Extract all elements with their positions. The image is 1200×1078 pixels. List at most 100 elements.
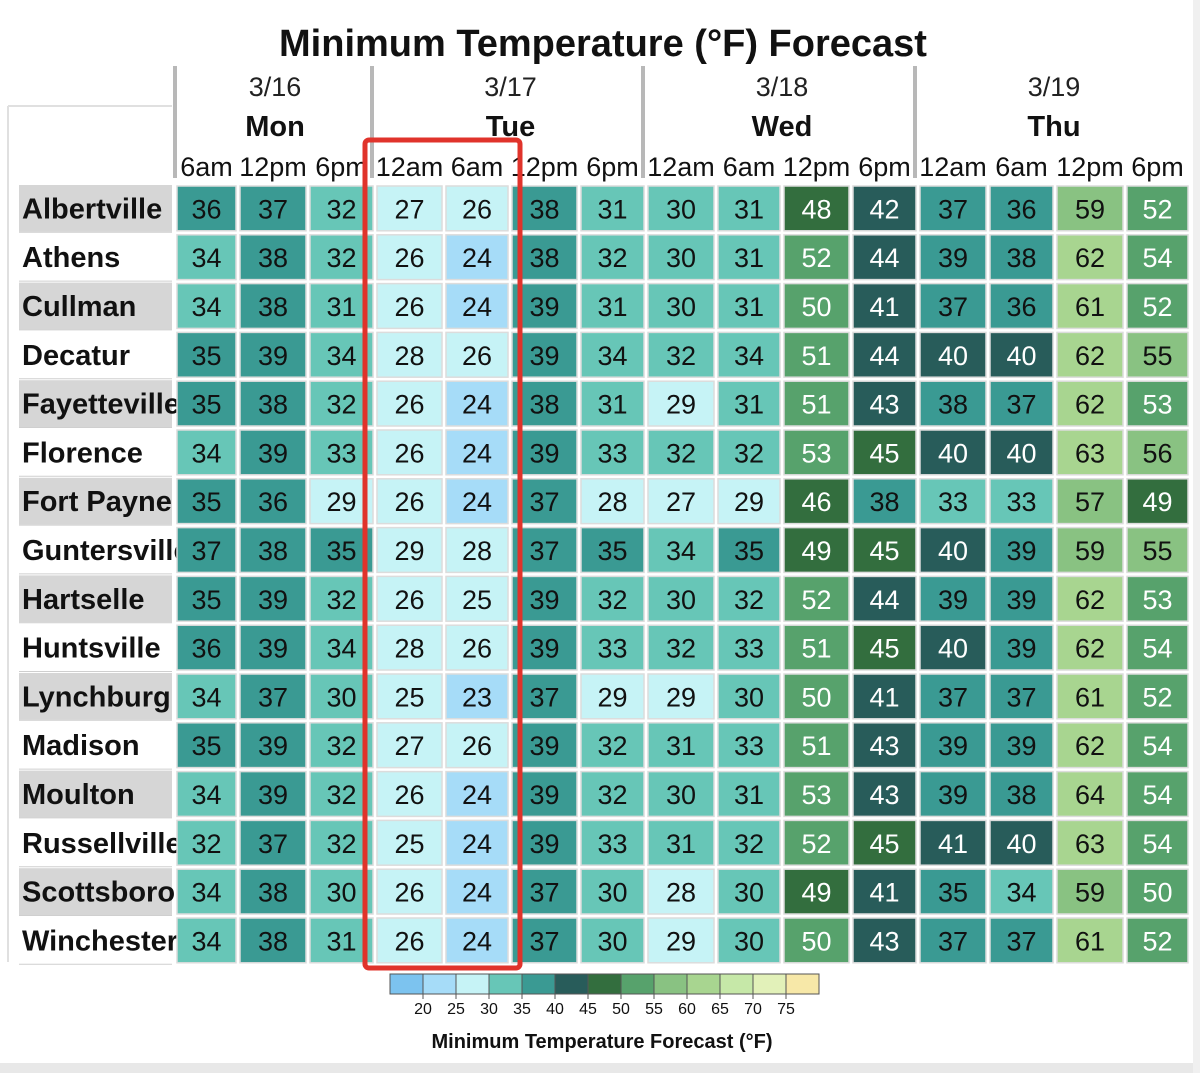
- cell-value-label: 31: [734, 243, 764, 273]
- cell-value-label: 63: [1075, 438, 1105, 468]
- cell-value-label: 33: [734, 634, 764, 664]
- cell-value-label: 35: [191, 341, 221, 371]
- heatmap-cell: [1126, 380, 1189, 427]
- heatmap-cell: [919, 624, 987, 671]
- legend-swatch: [389, 973, 424, 995]
- heatmap-cell: [376, 819, 443, 866]
- heatmap-cell: [989, 673, 1054, 720]
- cell-value-label: 45: [869, 829, 899, 859]
- cell-value-label: 43: [869, 390, 899, 420]
- cell-value-label: 49: [801, 536, 831, 566]
- day-name-label: Thu: [1027, 111, 1080, 143]
- heatmap-cell: [717, 526, 781, 574]
- cell-value-label: 32: [326, 194, 356, 224]
- legend-swatch: [752, 973, 787, 995]
- cell-value-label: 26: [394, 878, 424, 908]
- legend-tick-label: 45: [579, 1001, 597, 1018]
- cell-value-label: 52: [1142, 926, 1172, 956]
- heatmap-cell: [783, 234, 850, 281]
- cell-value-label: 39: [938, 731, 968, 761]
- heatmap-cell: [852, 770, 917, 818]
- cell-value-label: 39: [1006, 731, 1036, 761]
- cell-value-label: 31: [597, 292, 627, 322]
- heatmap-cell: [376, 673, 443, 720]
- cell-value-label: 39: [529, 341, 559, 371]
- heatmap-cell: [176, 185, 237, 232]
- row-label: Moulton: [22, 779, 135, 811]
- heatmap-cell: [239, 819, 307, 866]
- cell-value-label: 26: [394, 390, 424, 420]
- time-label: 6pm: [1131, 152, 1184, 182]
- cell-value-label: 50: [1142, 878, 1172, 908]
- cell-value-label: 34: [191, 878, 221, 908]
- heatmap-cell: [647, 868, 715, 915]
- heatmap-cell: [511, 429, 578, 476]
- row-label: Scottsboro: [22, 877, 175, 909]
- heatmap-cell: [647, 673, 715, 720]
- cell-value-label: 28: [666, 878, 696, 908]
- day-date-label: 3/19: [1028, 72, 1081, 102]
- heatmap-cell: [989, 429, 1054, 476]
- time-label: 6am: [451, 152, 504, 182]
- cell-value-label: 31: [734, 780, 764, 810]
- heatmap-cell: [239, 282, 307, 330]
- cell-value-label: 52: [801, 243, 831, 273]
- heatmap-cell: [376, 185, 443, 232]
- heatmap-cell: [647, 526, 715, 574]
- legend-swatch: [488, 973, 523, 995]
- chart-title: Minimum Temperature (°F) Forecast: [279, 23, 927, 65]
- cell-value-label: 38: [258, 390, 288, 420]
- cell-value-label: 62: [1075, 390, 1105, 420]
- cell-value-label: 26: [462, 194, 492, 224]
- time-label: 12am: [376, 152, 444, 182]
- cell-value-label: 38: [258, 243, 288, 273]
- heatmap-cell: [989, 282, 1054, 330]
- heatmap-cell: [1056, 770, 1124, 818]
- cell-value-label: 24: [462, 438, 492, 468]
- cell-value-label: 31: [326, 292, 356, 322]
- heatmap-cell: [852, 478, 917, 525]
- cell-value-label: 29: [666, 682, 696, 712]
- cell-value-label: 34: [191, 682, 221, 712]
- heatmap-cell: [511, 819, 578, 866]
- cell-value-label: 40: [938, 341, 968, 371]
- cell-value-label: 38: [529, 194, 559, 224]
- heatmap-cell: [852, 429, 917, 476]
- row-label-bg: [19, 380, 172, 427]
- heatmap-cell: [1126, 917, 1189, 964]
- cell-value-label: 34: [1006, 878, 1036, 908]
- heatmap-cell: [176, 624, 237, 671]
- left-bracket: [7, 105, 172, 962]
- heatmap-cell: [445, 478, 509, 525]
- heatmap-cell: [919, 526, 987, 574]
- cell-value-label: 35: [191, 487, 221, 517]
- cell-value-label: 39: [258, 438, 288, 468]
- legend-tick-label: 60: [678, 1001, 696, 1018]
- cell-value-label: 33: [597, 829, 627, 859]
- cell-value-label: 31: [666, 829, 696, 859]
- heatmap-cell: [239, 331, 307, 378]
- cell-value-label: 36: [191, 634, 221, 664]
- cell-value-label: 33: [1006, 487, 1036, 517]
- heatmap-cell: [919, 575, 987, 622]
- heatmap-cell: [1126, 819, 1189, 866]
- cell-value-label: 62: [1075, 585, 1105, 615]
- cell-value-label: 27: [394, 194, 424, 224]
- cell-value-label: 29: [666, 926, 696, 956]
- cell-value-label: 26: [462, 634, 492, 664]
- cell-value-label: 45: [869, 536, 899, 566]
- cell-value-label: 40: [1006, 341, 1036, 371]
- heatmap-cell: [445, 234, 509, 281]
- heatmap-cell: [783, 868, 850, 915]
- heatmap-cell: [919, 819, 987, 866]
- cell-value-label: 53: [1142, 585, 1172, 615]
- cell-value-label: 32: [326, 243, 356, 273]
- heatmap-cell: [445, 770, 509, 818]
- cell-value-label: 26: [394, 243, 424, 273]
- heatmap-cell: [376, 868, 443, 915]
- heatmap-cell: [717, 770, 781, 818]
- legend-swatch: [587, 973, 622, 995]
- heatmap-cell: [783, 819, 850, 866]
- cell-value-label: 37: [258, 194, 288, 224]
- heatmap-cell: [580, 868, 645, 915]
